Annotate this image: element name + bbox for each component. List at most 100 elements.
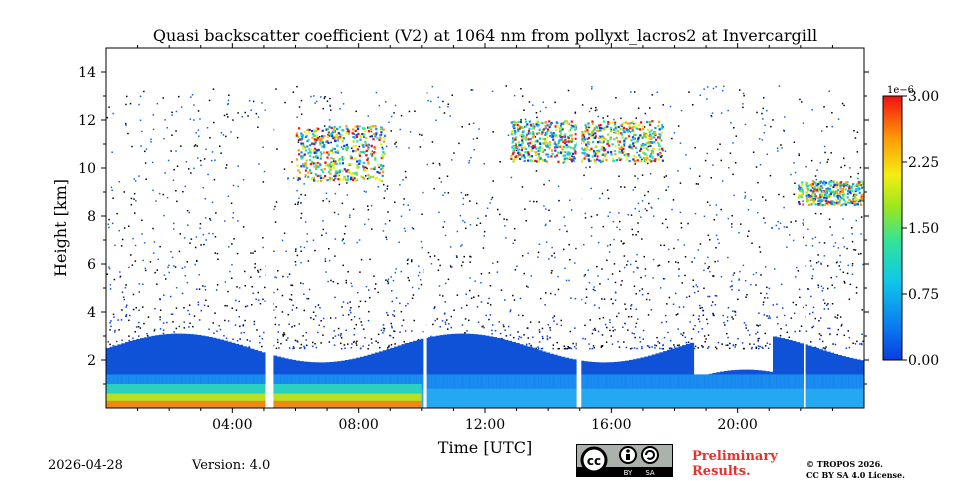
noise-dot (366, 178, 369, 180)
noise-dot (565, 279, 568, 282)
cloud-cell-1 (634, 122, 637, 125)
cloud-cell-2 (836, 195, 839, 198)
noise-dot (538, 329, 541, 331)
noise-dot (114, 329, 116, 332)
y-axis-label: Height [km] (51, 179, 70, 277)
cloud-cell-0 (376, 171, 379, 174)
cloud-cell-1 (567, 151, 570, 154)
noise-dot (224, 304, 226, 307)
noise-dot (395, 268, 397, 270)
cloud-cell-0 (367, 174, 370, 177)
noise-dot (111, 151, 113, 153)
noise-dot (187, 309, 189, 312)
noise-dot (188, 168, 190, 170)
noise-dot (253, 323, 256, 325)
cloud-cell-1 (541, 147, 544, 150)
noise-dot (434, 319, 436, 322)
cloud-cell-1 (586, 137, 589, 140)
cloud-cell-1 (510, 121, 513, 124)
noise-dot (627, 260, 629, 262)
noise-dot (750, 347, 753, 350)
noise-dot (832, 343, 834, 345)
noise-dot (263, 331, 265, 334)
noise-dot (127, 132, 129, 135)
noise-dot (125, 284, 127, 286)
noise-dot (752, 273, 755, 276)
noise-dot (677, 328, 679, 330)
cloud-cell-1 (549, 131, 552, 134)
noise-dot (190, 172, 192, 174)
cloud-cell-1 (590, 132, 593, 135)
noise-dot (197, 304, 200, 306)
noise-dot (442, 194, 444, 196)
noise-dot (529, 200, 531, 202)
cloud-cell-2 (857, 186, 860, 189)
cloud-cell-1 (516, 155, 520, 158)
noise-dot (188, 326, 190, 328)
noise-dot (231, 307, 233, 309)
noise-dot (823, 242, 826, 244)
noise-dot (794, 330, 796, 333)
noise-dot (814, 212, 817, 215)
noise-dot (439, 264, 441, 267)
cloud-cell-1 (524, 138, 528, 141)
cloud-cell-2 (802, 203, 805, 206)
cloud-cell-1 (640, 160, 643, 163)
noise-dot (288, 273, 291, 275)
noise-dot (480, 282, 482, 284)
noise-dot (742, 92, 745, 95)
noise-dot (584, 302, 587, 304)
cloud-cell-1 (556, 125, 559, 128)
noise-dot (128, 266, 130, 269)
noise-dot (248, 346, 251, 348)
noise-dot (509, 309, 512, 311)
noise-dot (589, 347, 591, 350)
noise-dot (166, 321, 168, 324)
noise-dot (847, 264, 849, 267)
cloud-cell-0 (350, 163, 353, 166)
noise-dot (633, 285, 636, 287)
cloud-cell-1 (640, 121, 643, 124)
noise-dot (138, 283, 140, 285)
noise-dot (777, 221, 779, 223)
noise-dot (175, 110, 178, 113)
y-tick-label-4: 10 (78, 161, 96, 177)
cloud-cell-2 (809, 189, 812, 192)
noise-dot (403, 198, 405, 200)
noise-dot (526, 285, 528, 288)
noise-dot (198, 274, 200, 276)
noise-dot (189, 118, 192, 120)
noise-dot (385, 279, 387, 281)
cloud-cell-0 (364, 130, 367, 133)
noise-dot (456, 256, 458, 258)
noise-dot (601, 192, 604, 195)
cloud-cell-0 (309, 169, 312, 172)
noise-dot (678, 275, 680, 277)
bl-column (181, 333, 187, 408)
noise-dot (590, 215, 593, 218)
noise-dot (644, 275, 647, 277)
noise-dot (262, 181, 265, 183)
noise-dot (106, 116, 109, 119)
cloud-cell-2 (853, 201, 856, 204)
cloud-cell-0 (367, 148, 370, 151)
cloud-cell-0 (379, 164, 383, 167)
cloud-cell-1 (574, 150, 577, 153)
noise-dot (623, 266, 626, 269)
noise-dot (837, 247, 840, 249)
cloud-cell-1 (573, 149, 576, 152)
cloud-cell-1 (571, 152, 574, 155)
noise-dot (667, 186, 670, 188)
noise-dot (551, 270, 553, 272)
noise-dot (733, 127, 735, 129)
cloud-cell-0 (332, 179, 335, 182)
cloud-cell-1 (599, 124, 602, 127)
cloud-cell-1 (583, 152, 586, 155)
cloud-cell-1 (650, 160, 653, 163)
noise-dot (304, 221, 307, 223)
cloud-cell-1 (598, 149, 601, 152)
noise-dot (129, 102, 132, 105)
cloud-cell-1 (622, 122, 625, 125)
cloud-cell-1 (588, 124, 591, 127)
noise-dot (426, 92, 428, 94)
